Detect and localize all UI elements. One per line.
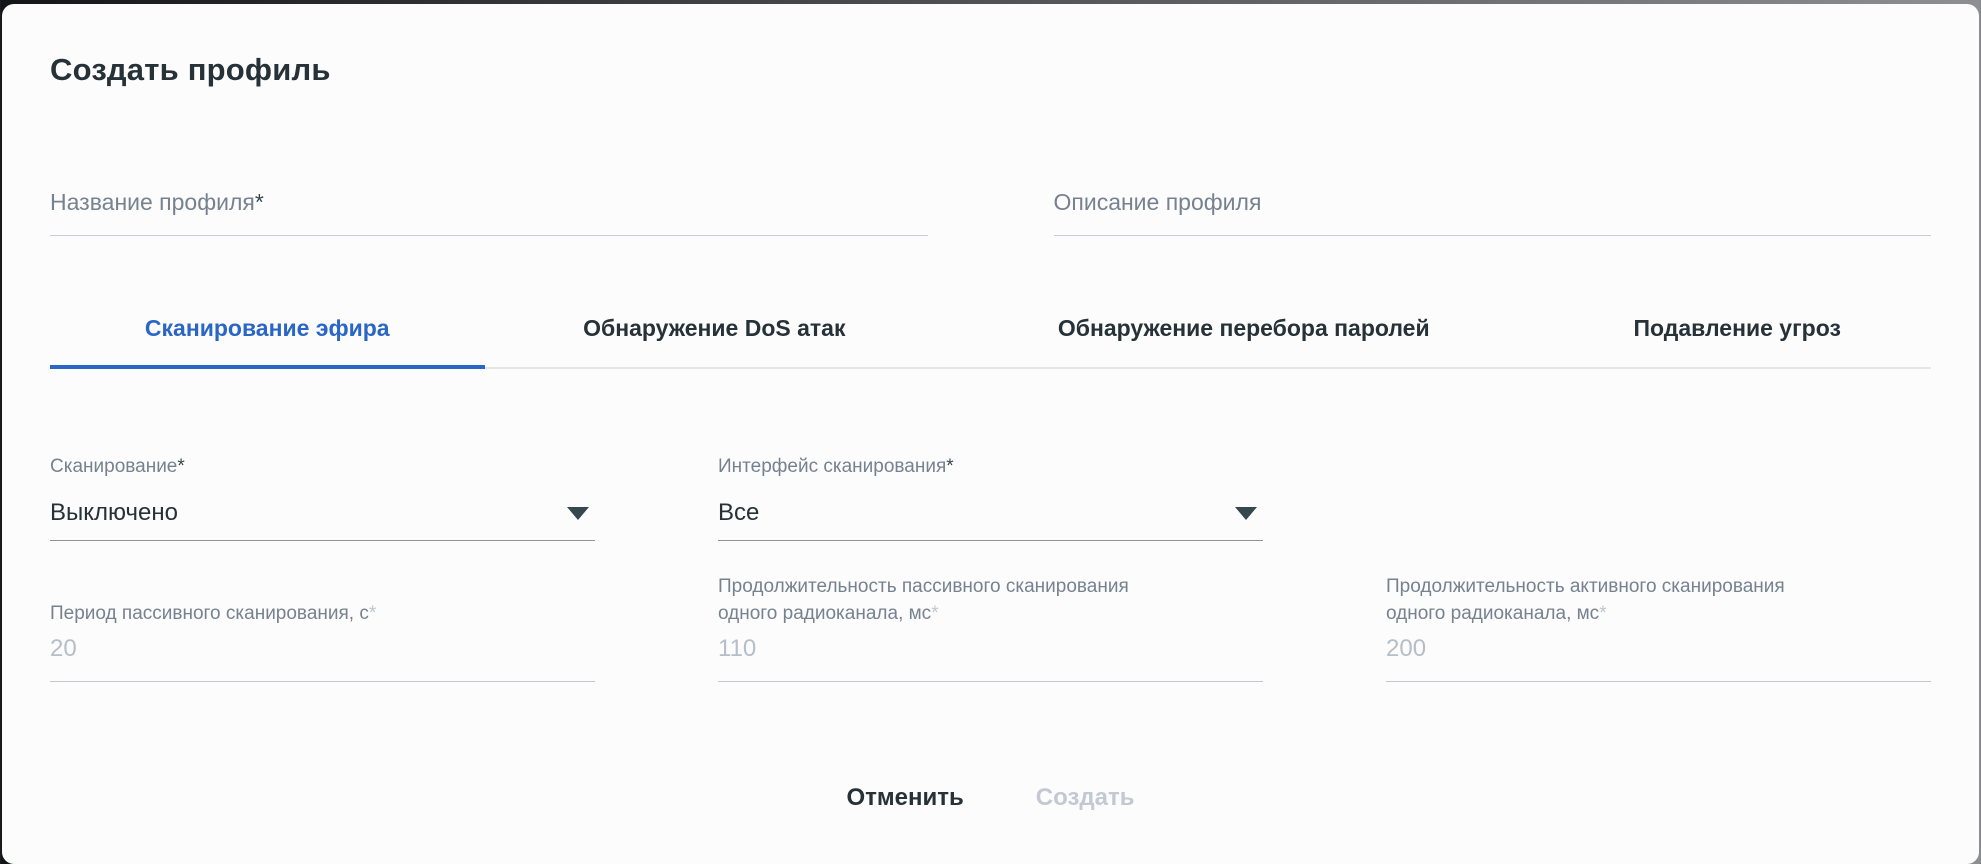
dialog-title: Создать профиль: [50, 52, 331, 87]
required-asterisk: *: [368, 603, 377, 624]
profile-description-input[interactable]: Описание профиля: [1053, 188, 1931, 236]
passive-duration-value: 110: [718, 635, 757, 662]
passive-period-field: Период пассивного сканирования, с* 20: [50, 573, 595, 682]
scan-interface-select[interactable]: Все: [718, 498, 1263, 541]
scan-interface-label: Интерфейс сканирования*: [718, 456, 954, 477]
create-button: Создать: [1036, 781, 1135, 815]
active-duration-label: Продолжительность активного сканирования…: [1386, 576, 1785, 624]
profile-description-placeholder: Описание профиля: [1053, 189, 1262, 215]
required-asterisk: *: [946, 456, 954, 477]
tab-dos-detection[interactable]: Обнаружение DoS атак: [583, 315, 846, 341]
chevron-down-icon: [567, 506, 589, 520]
active-duration-value: 200: [1386, 635, 1427, 662]
dialog-actions: Отменить Создать: [50, 781, 1931, 815]
active-duration-field: Продолжительность активного сканирования…: [1386, 573, 1931, 682]
cancel-button[interactable]: Отменить: [847, 781, 964, 815]
scanning-label: Сканирование*: [50, 456, 185, 477]
scanning-select-value: Выключено: [50, 499, 178, 526]
scanning-select[interactable]: Выключено: [50, 498, 595, 541]
required-asterisk: *: [931, 603, 939, 624]
passive-duration-label: Продолжительность пассивного сканировани…: [718, 576, 1129, 624]
required-asterisk: *: [1599, 603, 1607, 624]
active-duration-input: 200: [1386, 634, 1931, 682]
tab-air-scanning[interactable]: Сканирование эфира: [50, 313, 485, 369]
passive-period-value: 20: [50, 635, 77, 662]
profile-name-input[interactable]: Название профиля*: [50, 188, 928, 236]
passive-duration-field: Продолжительность пассивного сканировани…: [718, 573, 1263, 682]
chevron-down-icon: [1235, 506, 1257, 520]
spacer-cell: [1386, 453, 1931, 541]
scan-interface-field: Интерфейс сканирования* Все: [718, 453, 1263, 541]
profile-meta-row: Название профиля* Описание профиля: [50, 188, 1931, 236]
passive-period-input: 20: [50, 634, 595, 682]
profile-name-placeholder: Название профиля: [50, 189, 255, 215]
passive-period-label: Период пассивного сканирования, с*: [50, 603, 377, 624]
passive-duration-input: 110: [718, 634, 1263, 682]
tab-threat-suppression[interactable]: Подавление угроз: [1633, 315, 1841, 341]
scanning-field: Сканирование* Выключено: [50, 453, 595, 541]
required-asterisk: *: [254, 189, 264, 215]
scan-settings-form: Сканирование* Выключено Интерфейс сканир…: [50, 453, 1931, 682]
tabs-bar: Сканирование эфира Обнаружение DoS атак …: [50, 313, 1931, 369]
tab-bruteforce-detection[interactable]: Обнаружение перебора паролей: [1057, 315, 1430, 341]
required-asterisk: *: [177, 456, 185, 477]
create-profile-dialog: Создать профиль Название профиля* Описан…: [2, 4, 1979, 864]
scan-interface-select-value: Все: [718, 499, 760, 526]
